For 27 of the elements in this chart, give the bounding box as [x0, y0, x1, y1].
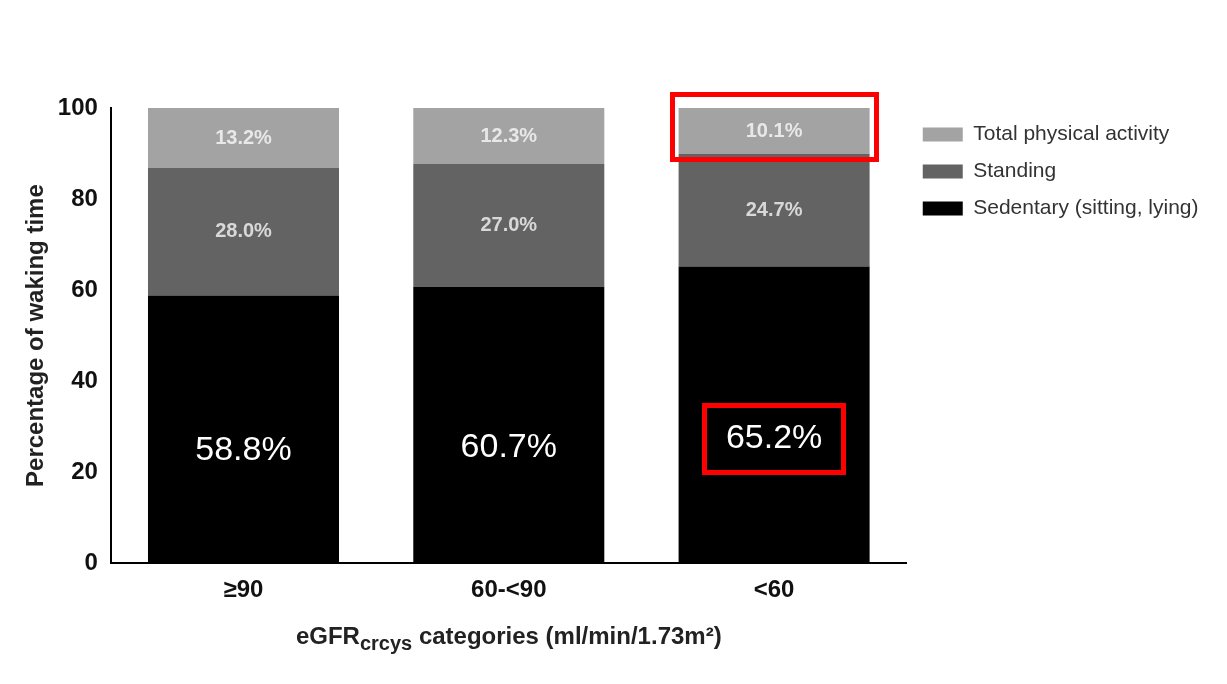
- y-tick-label: 80: [71, 183, 98, 211]
- data-label: 58.8%: [195, 429, 292, 468]
- legend-label: Total physical activity: [973, 121, 1170, 145]
- data-label: 12.3%: [480, 123, 538, 146]
- y-axis-title: Percentage of waking time: [21, 184, 49, 487]
- x-tick-label: 60-<90: [471, 575, 547, 603]
- data-label: 27.0%: [480, 212, 538, 235]
- x-tick-label: ≥90: [223, 575, 264, 603]
- bar: [413, 163, 605, 287]
- y-tick-label: 0: [84, 547, 98, 575]
- bar: [147, 108, 339, 169]
- data-label: 65.2%: [725, 416, 823, 455]
- legend-label: Standing: [973, 158, 1057, 182]
- bar: [147, 168, 339, 296]
- data-label: 28.0%: [215, 219, 273, 242]
- data-label: 60.7%: [460, 425, 557, 464]
- y-tick-label: 20: [71, 456, 98, 484]
- data-label: 13.2%: [215, 125, 273, 148]
- y-tick-label: 100: [57, 92, 98, 120]
- data-label: 10.1%: [745, 118, 803, 141]
- data-label: 24.7%: [745, 197, 803, 220]
- x-tick-label: <60: [753, 575, 795, 603]
- y-tick-label: 40: [71, 365, 98, 393]
- y-tick-label: 60: [71, 274, 98, 302]
- bar: [413, 108, 605, 164]
- x-axis-title: eGFR$_{crcys}$ categories (ml/min/1.73m²): [295, 622, 722, 655]
- legend-label: Sedentary (sitting, lying): [973, 195, 1199, 219]
